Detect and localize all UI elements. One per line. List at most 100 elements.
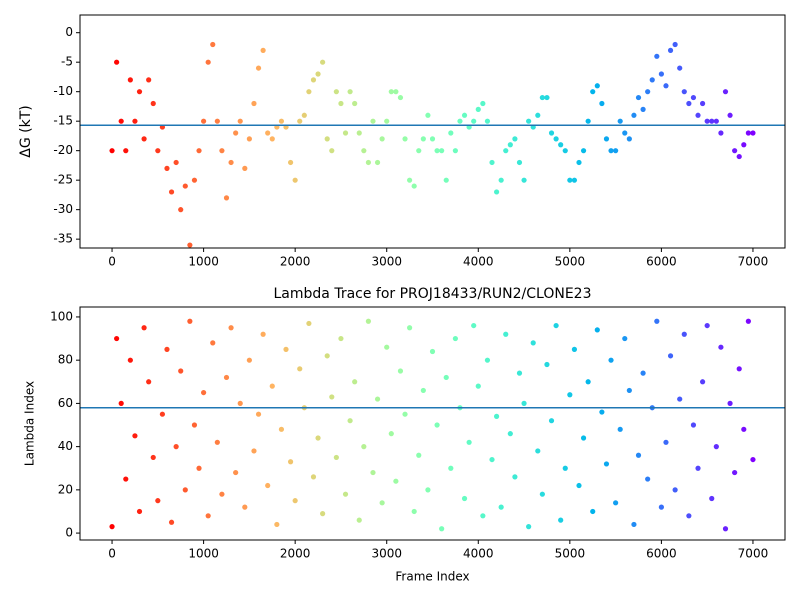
axes-frame bbox=[79, 306, 786, 541]
point bbox=[260, 47, 266, 53]
point bbox=[617, 118, 623, 124]
point bbox=[526, 523, 532, 530]
y-tick-label: 40 bbox=[58, 439, 73, 453]
point bbox=[608, 357, 614, 363]
point bbox=[420, 387, 426, 394]
point bbox=[164, 165, 170, 171]
point bbox=[736, 366, 742, 372]
point bbox=[127, 77, 133, 83]
x-tick-label: 1000 bbox=[188, 255, 219, 269]
point bbox=[127, 357, 133, 363]
point bbox=[365, 318, 372, 324]
point bbox=[645, 476, 651, 482]
point bbox=[594, 327, 600, 333]
point bbox=[434, 148, 440, 154]
point bbox=[672, 41, 678, 48]
x-tick-label: 1000 bbox=[188, 547, 219, 561]
point bbox=[613, 500, 619, 506]
point bbox=[283, 346, 289, 352]
point bbox=[118, 400, 124, 406]
point bbox=[448, 130, 454, 136]
point bbox=[402, 411, 408, 417]
point bbox=[521, 177, 527, 183]
point bbox=[233, 469, 239, 476]
point bbox=[379, 136, 385, 142]
point bbox=[214, 439, 220, 445]
point bbox=[196, 465, 202, 471]
point bbox=[709, 118, 715, 124]
point bbox=[507, 142, 513, 148]
point bbox=[159, 411, 166, 417]
x-tick-label: 0 bbox=[108, 255, 116, 269]
point bbox=[461, 112, 468, 118]
x-tick-label: 7000 bbox=[738, 547, 769, 561]
point bbox=[255, 65, 262, 71]
point bbox=[301, 112, 307, 118]
y-tick-label: -10 bbox=[53, 84, 73, 98]
point bbox=[516, 159, 523, 166]
point bbox=[420, 136, 426, 142]
point bbox=[411, 183, 417, 189]
point bbox=[407, 177, 413, 183]
y-tick-label: 0 bbox=[65, 25, 73, 39]
point bbox=[338, 335, 344, 342]
point bbox=[132, 118, 138, 124]
point bbox=[640, 370, 646, 376]
chart-title: Lambda Trace for PROJ18433/RUN2/CLONE23 bbox=[274, 286, 592, 302]
point bbox=[416, 148, 422, 154]
point bbox=[361, 148, 367, 154]
point bbox=[329, 148, 335, 154]
point bbox=[654, 318, 660, 324]
point bbox=[278, 118, 285, 124]
point bbox=[242, 165, 248, 171]
y-tick-label: -30 bbox=[53, 202, 73, 216]
axes-frame bbox=[79, 14, 786, 249]
point bbox=[109, 148, 115, 154]
point bbox=[109, 523, 115, 530]
point bbox=[429, 348, 436, 355]
point bbox=[617, 426, 623, 432]
point bbox=[576, 482, 582, 489]
point bbox=[356, 517, 362, 523]
point bbox=[567, 392, 573, 398]
point bbox=[626, 136, 632, 142]
x-tick-label: 2000 bbox=[280, 547, 311, 561]
point bbox=[695, 112, 701, 118]
point bbox=[178, 368, 184, 374]
point bbox=[475, 106, 481, 112]
point bbox=[631, 521, 637, 528]
point bbox=[535, 112, 541, 118]
point bbox=[205, 59, 211, 65]
point bbox=[741, 426, 747, 432]
point bbox=[503, 148, 509, 154]
point bbox=[173, 444, 179, 450]
point bbox=[191, 422, 198, 428]
point bbox=[352, 100, 358, 107]
point bbox=[269, 136, 275, 142]
point bbox=[580, 148, 587, 154]
point bbox=[292, 177, 298, 183]
point bbox=[182, 487, 188, 493]
x-axis-label: Frame Index bbox=[395, 570, 469, 584]
point bbox=[393, 478, 399, 484]
y-tick-label: 20 bbox=[58, 482, 73, 496]
point bbox=[370, 118, 376, 124]
point bbox=[709, 495, 715, 502]
point bbox=[580, 435, 587, 441]
point bbox=[136, 508, 143, 515]
point bbox=[228, 159, 234, 166]
point bbox=[374, 159, 381, 166]
point bbox=[686, 100, 692, 107]
point bbox=[498, 177, 504, 183]
point bbox=[141, 325, 147, 331]
point bbox=[114, 335, 120, 342]
point bbox=[173, 159, 179, 166]
point bbox=[265, 130, 271, 136]
point bbox=[136, 89, 143, 95]
point bbox=[530, 340, 536, 346]
point bbox=[397, 368, 404, 374]
point bbox=[640, 106, 646, 112]
x-tick-label: 5000 bbox=[555, 547, 586, 561]
x-tick-label: 3000 bbox=[371, 255, 402, 269]
